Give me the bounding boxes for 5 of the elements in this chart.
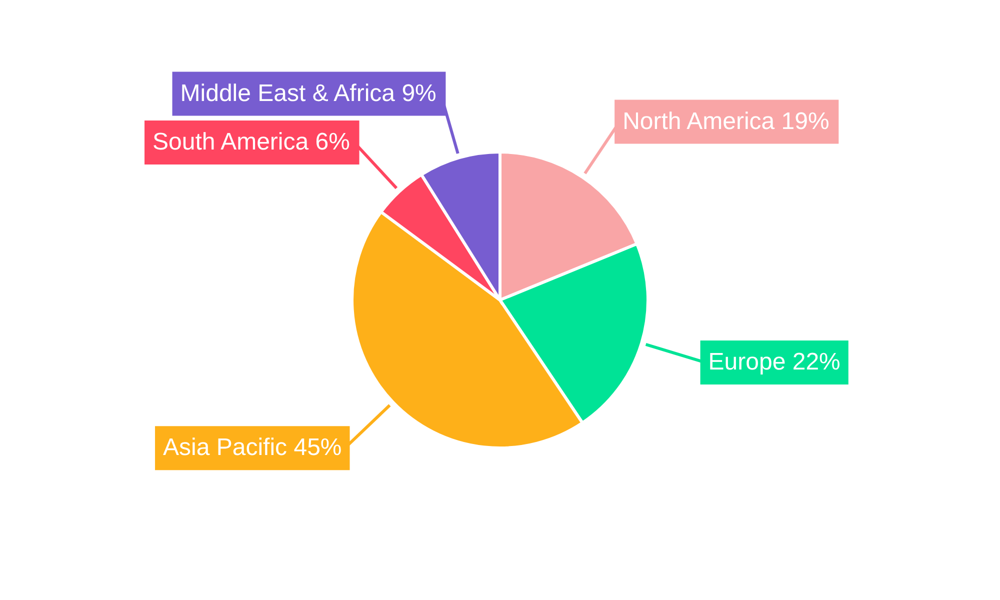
slice-label: South America 6% bbox=[152, 128, 350, 156]
slice-label: Europe 22% bbox=[708, 348, 840, 376]
slice-label: Asia Pacific 45% bbox=[163, 434, 342, 462]
slice-label: North America 19% bbox=[622, 108, 830, 135]
slice-label: Middle East & Africa 9% bbox=[180, 80, 436, 107]
